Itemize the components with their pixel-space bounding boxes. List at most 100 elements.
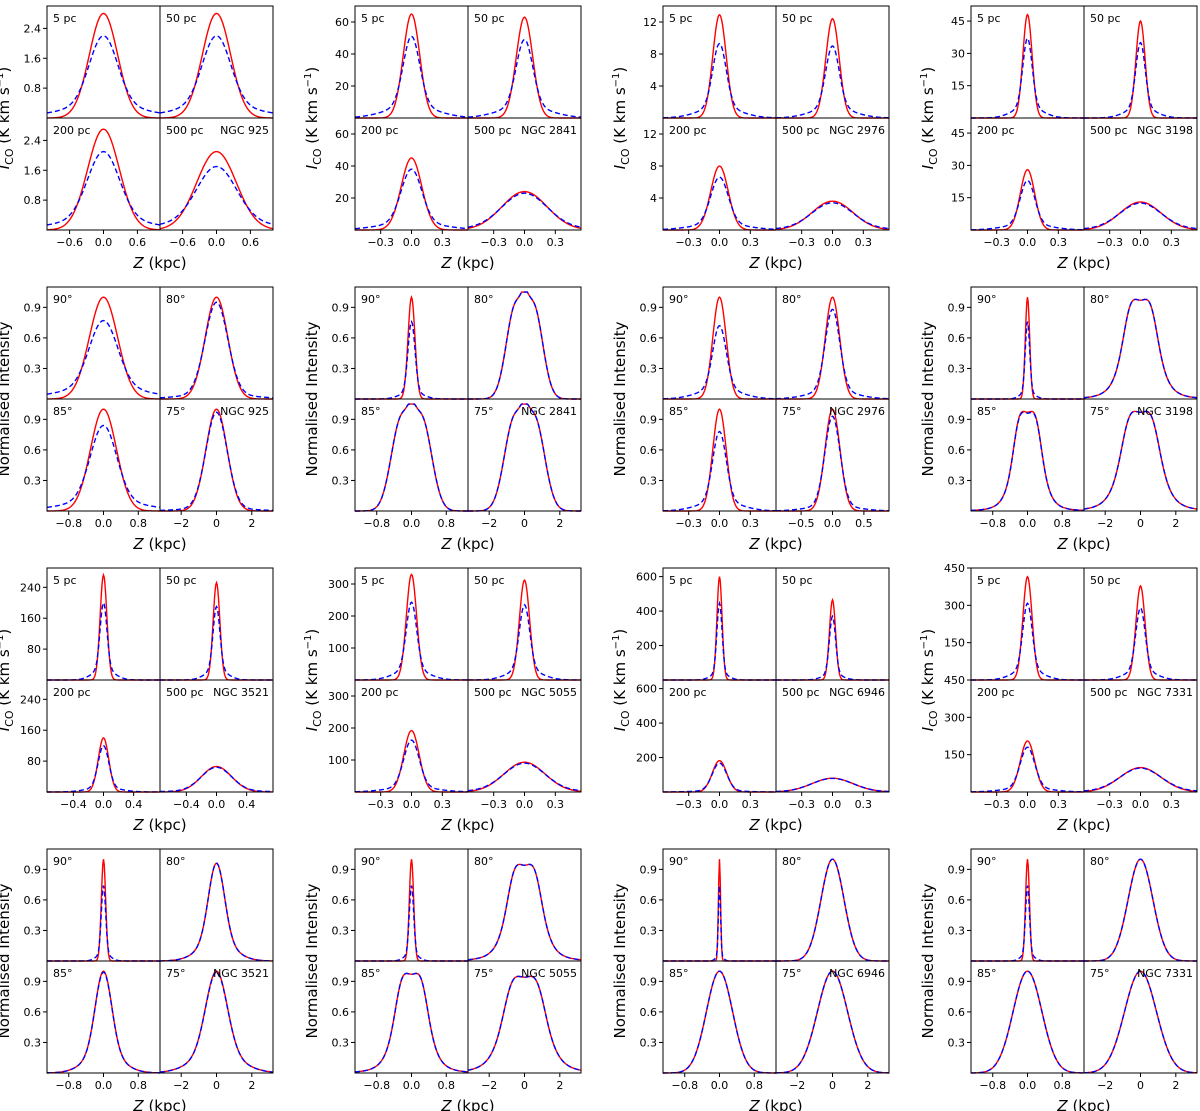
- galaxy-name: NGC 2841: [521, 124, 577, 137]
- y-tick-label: 0.8: [24, 82, 42, 95]
- x-tick-label: 0.3: [547, 236, 565, 249]
- series-solid-line: [160, 408, 273, 512]
- x-tick-label: 0.3: [742, 517, 760, 530]
- y-tick-label: 300: [944, 599, 965, 612]
- y-tick-label: 0.9: [24, 413, 42, 426]
- panel-label: 75°: [1090, 405, 1110, 418]
- series-dashed-line: [970, 746, 1085, 793]
- series-dashed-line: [354, 972, 469, 1073]
- series-dashed-line: [47, 744, 160, 793]
- x-tick-label: −0.5: [788, 517, 815, 530]
- y-tick-label: 0.8: [24, 194, 42, 207]
- panel-label: 5 pc: [669, 12, 693, 25]
- x-tick-label: 0.8: [1054, 1079, 1072, 1092]
- series-dashed-line: [776, 858, 889, 962]
- series-solid-line: [46, 296, 161, 400]
- panel-2: 0.3 0.6 0.9 −0.8 0.0 0.8 85°: [332, 403, 468, 530]
- y-tick-label: 0.9: [948, 413, 966, 426]
- panel-label: 200 pc: [977, 124, 1015, 137]
- series-solid-line: [776, 597, 889, 681]
- panel-0: 100 200 300 5 pc: [328, 573, 469, 681]
- y-axis-label: Normalised Intensity: [303, 321, 321, 476]
- series-dashed-line: [971, 602, 1084, 681]
- x-tick-label: −0.3: [983, 236, 1010, 249]
- y-tick-label: 450: [944, 562, 965, 575]
- panel-label: 80°: [474, 855, 494, 868]
- y-tick-label: 0.6: [24, 332, 42, 345]
- y-tick-label: 160: [20, 724, 41, 737]
- x-tick-label: 0.0: [1019, 1079, 1037, 1092]
- series-solid-line: [159, 970, 274, 1073]
- y-tick-label: 45: [951, 127, 965, 140]
- figure-7-ngc-3198: 0.3 0.6 0.9 90° 80° 0.3 0.6 0.9 −0.8 0.0 0.8 85° −2 0…: [919, 286, 1198, 553]
- x-tick-label: 0: [213, 517, 220, 530]
- panel-2: 0.3 0.6 0.9 −0.8 0.0 0.8 85°: [24, 405, 161, 530]
- x-axis-label: Z (kpc): [440, 816, 494, 834]
- y-tick-label: 8: [650, 48, 657, 61]
- x-tick-label: −2: [481, 1079, 497, 1092]
- panel-label: 85°: [53, 405, 73, 418]
- series-dashed-line: [355, 403, 468, 512]
- panel-label: 90°: [361, 293, 381, 306]
- y-tick-label: 4: [650, 192, 657, 205]
- x-tick-label: 0.0: [516, 236, 534, 249]
- series-dashed-line: [775, 308, 890, 400]
- series-dashed-line: [662, 324, 777, 400]
- galaxy-name: NGC 5055: [521, 686, 577, 699]
- series-solid-line: [663, 165, 776, 231]
- panel-3: −0.6 0.0 0.6 500 pc: [159, 124, 274, 249]
- x-tick-label: 0: [1137, 517, 1144, 530]
- y-tick-label: 450: [944, 674, 965, 687]
- y-tick-label: 1.6: [24, 164, 42, 177]
- panel-0: 0.3 0.6 0.9 90°: [948, 855, 1084, 962]
- series-dashed-line: [1084, 41, 1197, 119]
- x-tick-label: −2: [1097, 1079, 1113, 1092]
- panel-label: 90°: [977, 855, 997, 868]
- x-tick-label: 0.0: [711, 236, 729, 249]
- panel-label: 75°: [166, 967, 186, 980]
- y-tick-label: 0.3: [24, 362, 42, 375]
- x-tick-label: 0.4: [125, 798, 143, 811]
- y-tick-label: 100: [328, 754, 349, 767]
- series-solid-line: [1083, 970, 1198, 1074]
- series-dashed-line: [1083, 767, 1198, 792]
- series-dashed-line: [46, 319, 161, 395]
- galaxy-name: NGC 3521: [213, 686, 269, 699]
- x-tick-label: −2: [481, 517, 497, 530]
- x-tick-label: −0.3: [480, 798, 507, 811]
- panel-3: −0.4 0.0 0.4 500 pc: [159, 686, 274, 811]
- panel-1: 80°: [1084, 855, 1197, 962]
- galaxy-name: NGC 2976: [829, 124, 885, 137]
- panel-0: 0.8 1.6 2.4 5 pc: [24, 12, 161, 119]
- panel-label: 90°: [53, 293, 73, 306]
- series-dashed-line: [775, 970, 890, 1074]
- y-tick-label: 0.6: [332, 444, 350, 457]
- panel-label: 75°: [782, 967, 802, 980]
- y-tick-label: 0.3: [948, 474, 966, 487]
- panel-label: 80°: [782, 293, 802, 306]
- panel-1: 50 pc: [467, 574, 582, 681]
- x-tick-label: 0.3: [434, 798, 452, 811]
- series-dashed-line: [355, 320, 468, 400]
- y-tick-label: 12: [643, 16, 657, 29]
- y-tick-label: 0.9: [640, 413, 658, 426]
- series-dashed-line: [159, 165, 274, 225]
- y-tick-label: 0.9: [640, 301, 658, 314]
- series-solid-line: [355, 13, 468, 119]
- x-tick-label: 0.0: [403, 1079, 421, 1092]
- series-dashed-line: [1083, 410, 1198, 510]
- panel-2: 0.8 1.6 2.4 −0.6 0.0 0.6 200 pc: [24, 124, 161, 249]
- y-tick-label: 400: [636, 717, 657, 730]
- x-tick-label: 0.3: [1050, 236, 1068, 249]
- y-tick-label: 0.6: [640, 894, 658, 907]
- x-tick-label: 0.4: [238, 798, 256, 811]
- panel-1: 50 pc: [1084, 12, 1197, 119]
- x-tick-label: 0.8: [130, 517, 148, 530]
- y-tick-label: 0.9: [640, 863, 658, 876]
- x-axis-label: Z (kpc): [1056, 254, 1110, 272]
- series-solid-line: [971, 859, 1084, 962]
- series-dashed-line: [970, 970, 1085, 1074]
- panel-label: 90°: [53, 855, 73, 868]
- x-tick-label: 0.3: [1163, 798, 1181, 811]
- series-solid-line: [160, 12, 273, 119]
